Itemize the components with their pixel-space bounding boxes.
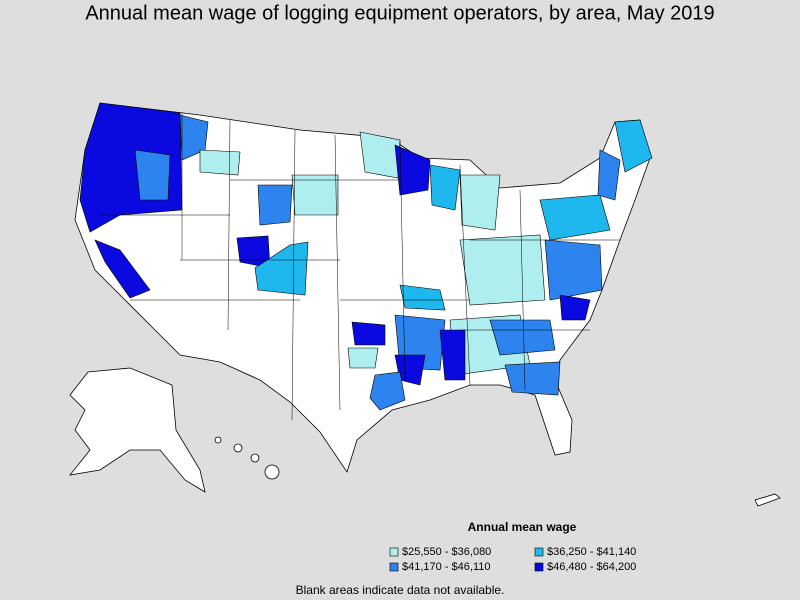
region <box>439 329 466 381</box>
region <box>257 184 293 226</box>
legend-label: $41,170 - $46,110 <box>402 561 490 573</box>
legend-swatch <box>534 547 544 557</box>
region <box>459 234 546 306</box>
lower-48 <box>74 102 651 473</box>
legend-title: Annual mean wage <box>468 520 577 534</box>
region <box>199 149 241 176</box>
map <box>69 102 781 507</box>
region <box>597 149 621 201</box>
region <box>134 149 171 201</box>
region <box>544 239 603 301</box>
legend-label: $25,550 - $36,080 <box>402 546 491 558</box>
alaska <box>69 367 206 493</box>
legend-swatch <box>389 562 399 572</box>
region <box>429 164 461 211</box>
region <box>614 119 653 173</box>
region <box>359 131 401 179</box>
region <box>94 239 151 299</box>
legend: Annual mean wage $25,550 - $36,080 $36,25… <box>389 520 636 573</box>
region <box>504 361 561 396</box>
islands <box>754 493 781 507</box>
region <box>291 174 339 216</box>
region <box>489 319 556 356</box>
hawaii <box>214 436 280 480</box>
legend-label: $36,250 - $41,140 <box>547 546 636 558</box>
region <box>347 347 379 369</box>
region <box>369 371 406 411</box>
borders <box>100 113 620 421</box>
region <box>539 194 611 241</box>
region <box>254 241 309 296</box>
footnote: Blank areas indicate data not available. <box>296 583 505 597</box>
region <box>559 294 591 321</box>
legend-swatch <box>389 547 399 557</box>
region <box>394 144 431 196</box>
legend-swatch <box>534 562 544 572</box>
region <box>459 174 501 231</box>
region <box>394 354 426 386</box>
legend-label: $46,480 - $64,200 <box>547 561 636 573</box>
region <box>351 321 386 346</box>
map-title: Annual mean wage of logging equipment op… <box>85 2 714 24</box>
